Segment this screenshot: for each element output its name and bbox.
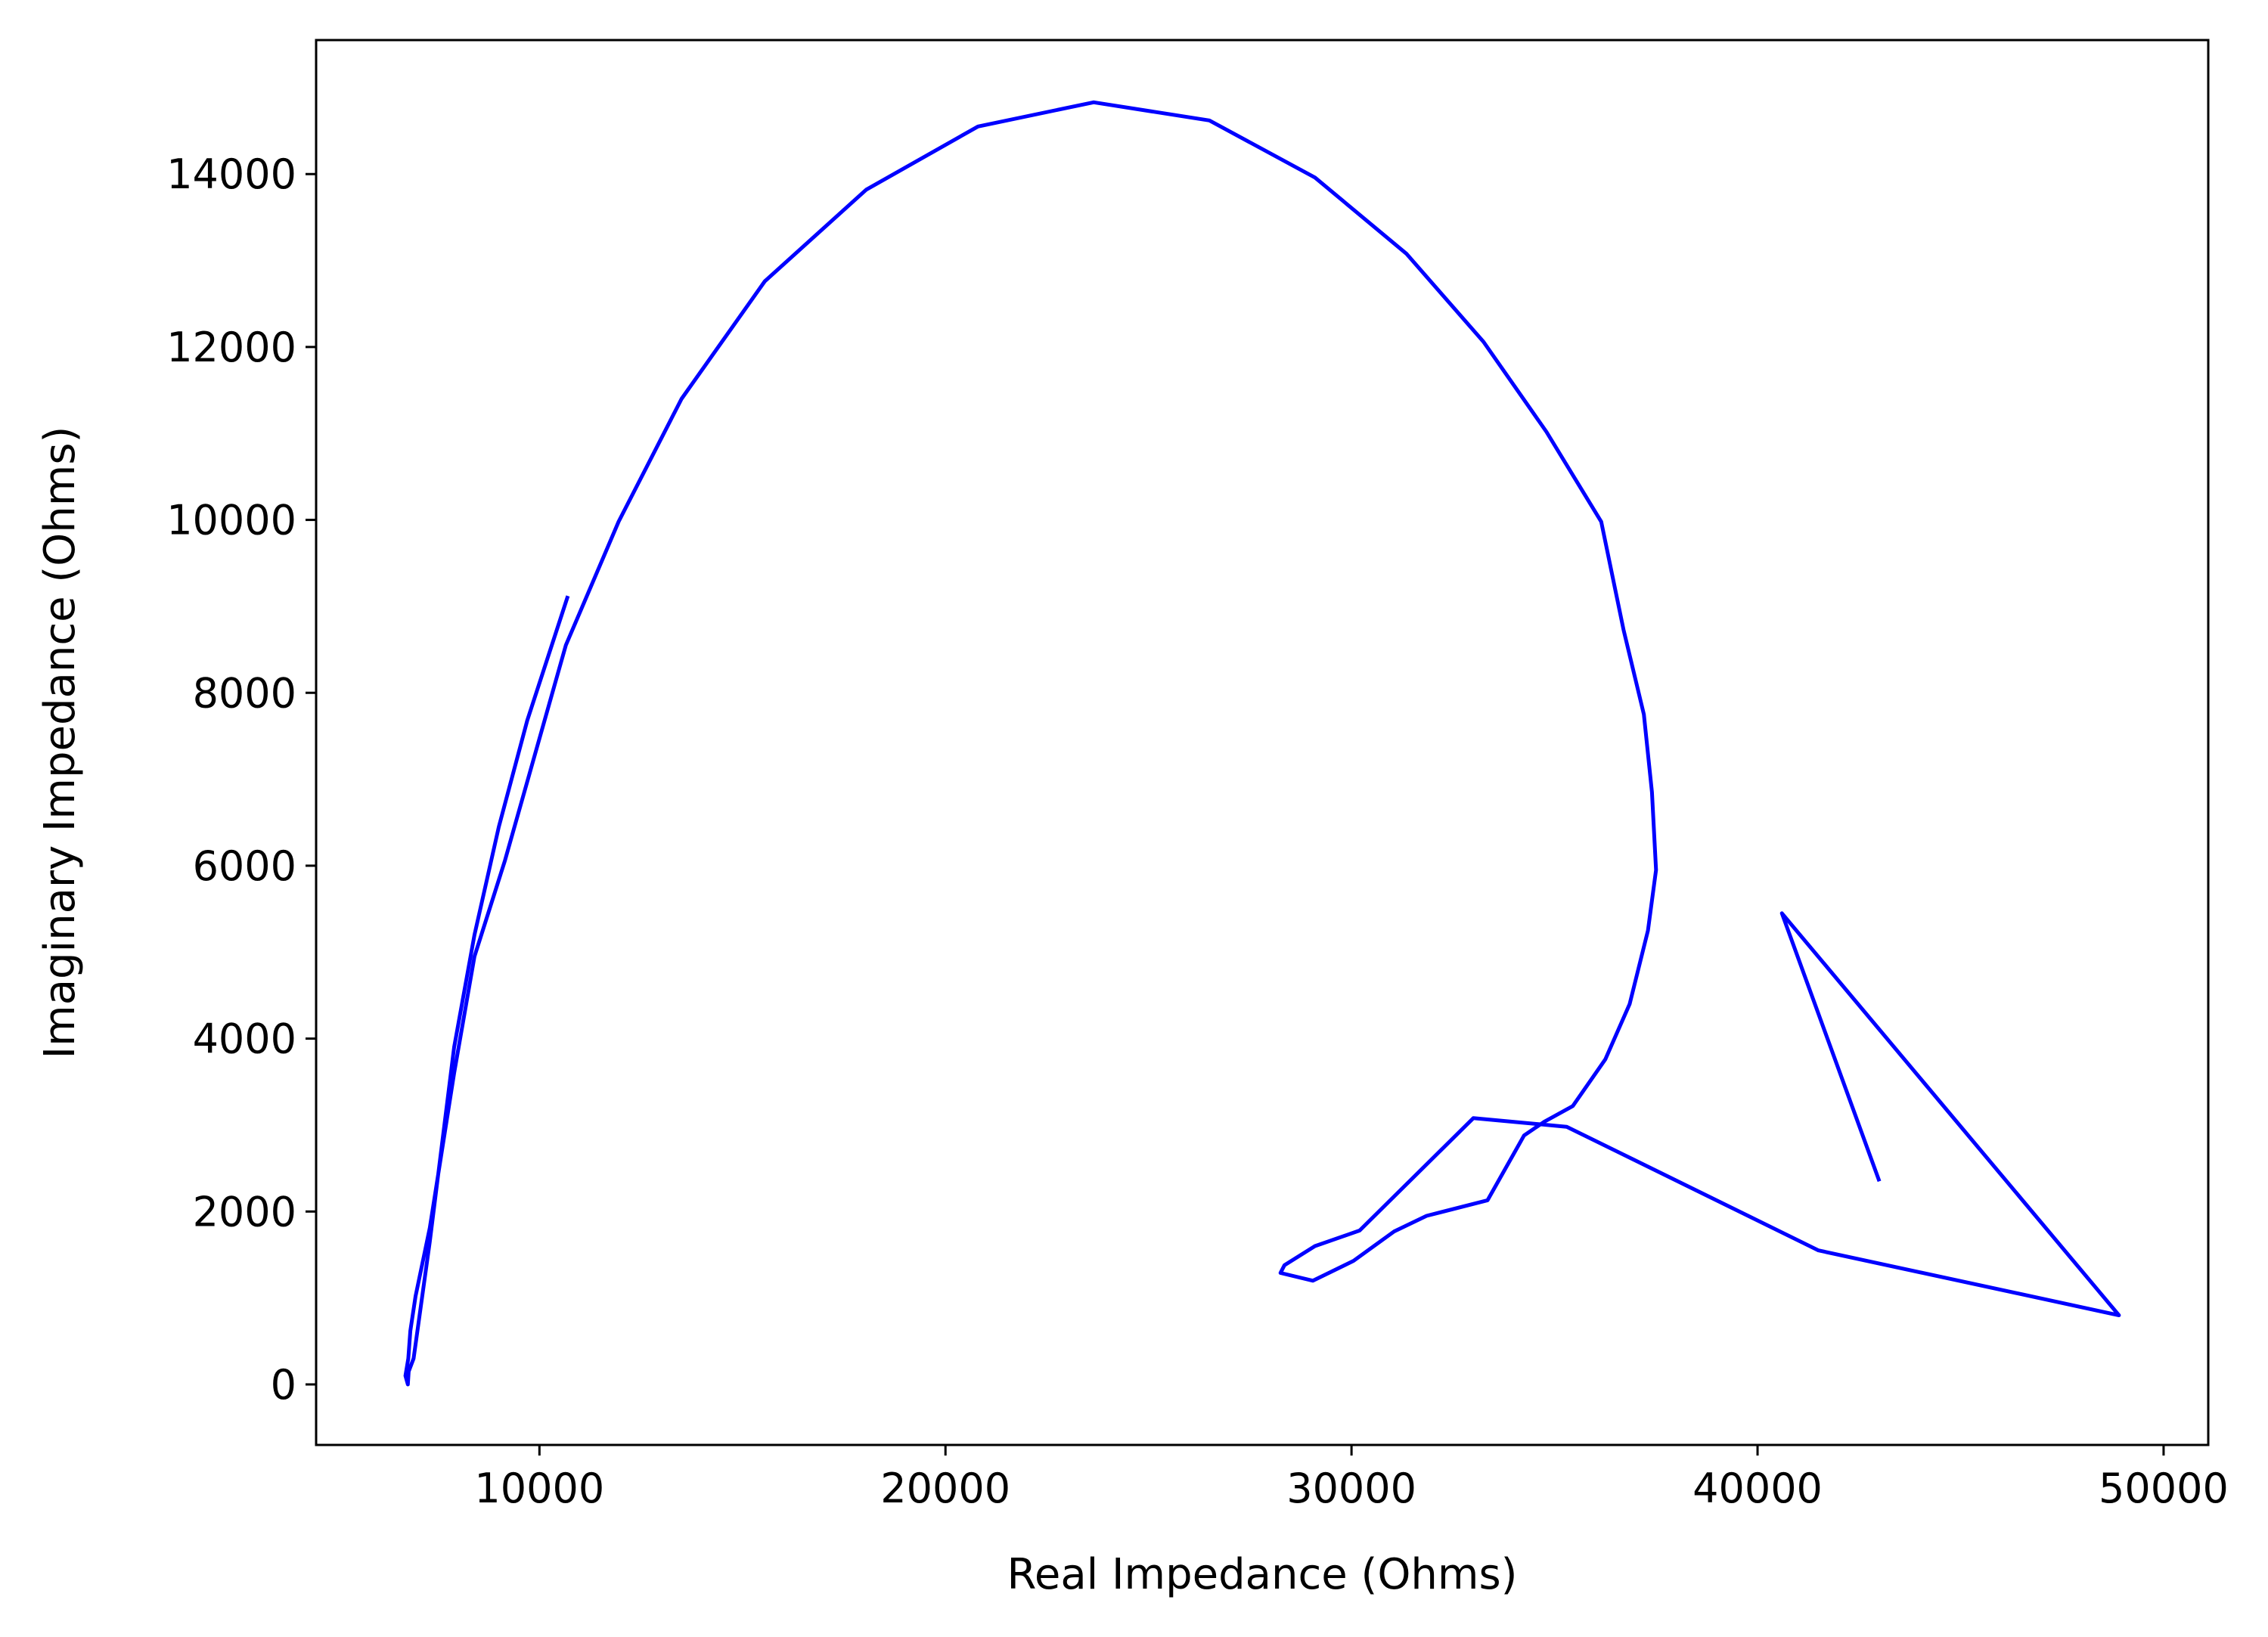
x-axis-label: Real Impedance (Ohms) [1007,1550,1518,1599]
series-layer [403,100,2121,1387]
y-tick-label: 12000 [166,324,296,371]
y-tick-label: 4000 [193,1015,296,1063]
impedance-series-line [403,100,2121,1387]
y-tick-label: 8000 [193,669,296,717]
y-tick-label: 2000 [193,1188,296,1236]
x-tick-label: 40000 [1692,1465,1823,1512]
x-tick-label: 30000 [1286,1465,1416,1512]
y-tick-label: 14000 [166,150,296,198]
y-tick-label: 6000 [193,842,296,890]
plot-frame [315,39,2210,1446]
x-tick-label: 20000 [880,1465,1010,1512]
y-tick-label: 0 [271,1361,296,1409]
y-axis-label: Imaginary Impedance (Ohms) [36,426,85,1059]
x-tick-label: 10000 [474,1465,604,1512]
y-tick-label: 10000 [166,497,296,544]
x-axis-ticks: 10000 20000 30000 40000 50000 [474,1445,2229,1512]
x-tick-label: 50000 [2099,1465,2229,1512]
y-axis-ticks: 0 2000 4000 6000 8000 10000 12000 14000 [166,150,316,1409]
